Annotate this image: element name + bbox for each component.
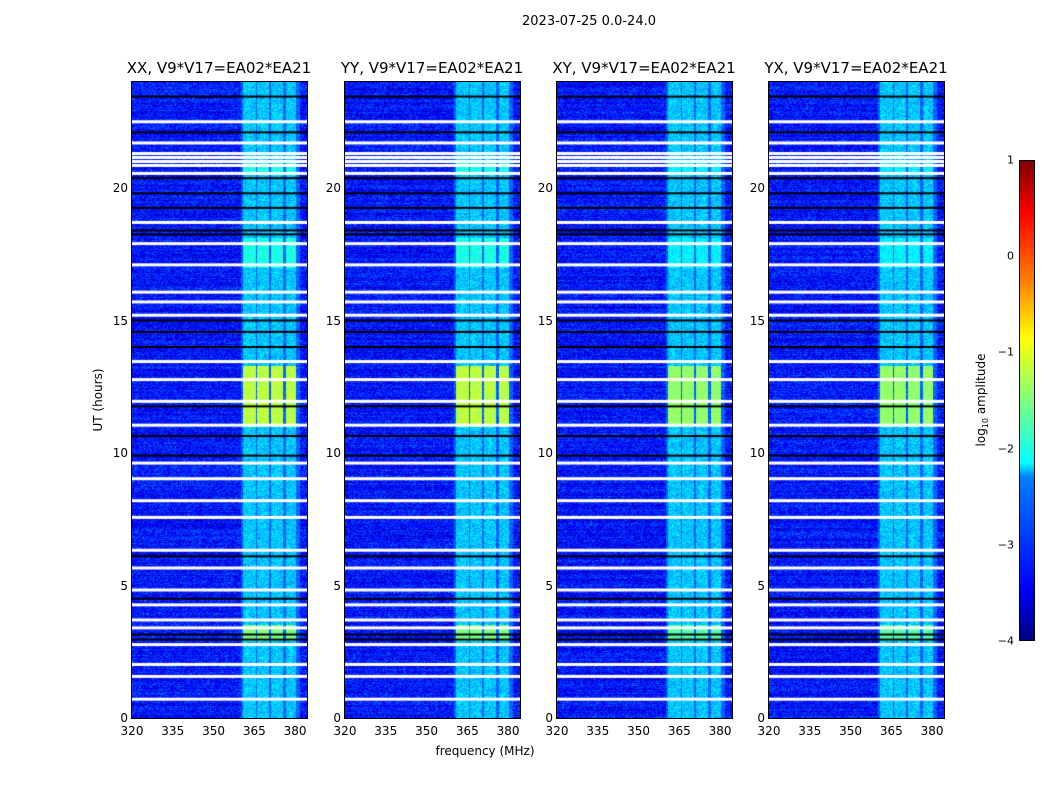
heatmap-panel bbox=[556, 81, 733, 719]
colorbar-tick-label: −4 bbox=[997, 634, 1014, 648]
x-tick-label: 335 bbox=[161, 724, 185, 738]
heatmap-panel bbox=[768, 81, 945, 719]
x-tick-label: 380 bbox=[708, 724, 732, 738]
y-tick-label: 5 bbox=[120, 578, 128, 593]
y-tick-label: 15 bbox=[749, 313, 765, 328]
figure-title: 2023-07-25 0.0-24.0 bbox=[522, 14, 656, 29]
x-tick-label: 350 bbox=[415, 724, 438, 738]
heatmap-cells bbox=[769, 82, 944, 718]
heatmap-cells bbox=[345, 82, 520, 718]
x-tick-label: 365 bbox=[879, 724, 903, 738]
panel-title: XY, V9*V17=EA02*EA21 bbox=[552, 59, 736, 77]
x-tick-label: 335 bbox=[798, 724, 822, 738]
colorbar-tick-label: 0 bbox=[1007, 249, 1014, 263]
x-tick-label: 380 bbox=[920, 724, 944, 738]
y-tick-label: 0 bbox=[757, 711, 765, 725]
y-tick-label: 5 bbox=[545, 578, 553, 593]
x-tick-label: 350 bbox=[627, 724, 650, 738]
colorbar-label: log10 amplitude bbox=[973, 353, 991, 447]
y-tick-label: 20 bbox=[325, 181, 341, 195]
y-tick-label: 0 bbox=[120, 711, 128, 725]
y-tick-label: 20 bbox=[112, 181, 128, 195]
x-tick-label: 320 bbox=[545, 724, 569, 738]
colorbar bbox=[1019, 160, 1035, 641]
heatmap-panel bbox=[131, 81, 308, 719]
y-axis-label: UT (hours) bbox=[91, 368, 105, 432]
x-tick-label: 365 bbox=[455, 724, 479, 738]
heatmap-cells bbox=[132, 82, 307, 718]
y-tick-label: 5 bbox=[333, 578, 341, 593]
y-tick-label: 15 bbox=[537, 313, 553, 328]
y-tick-label: 10 bbox=[537, 446, 553, 460]
colorbar-tick-label: −1 bbox=[997, 345, 1014, 359]
colorbar-tick-label: −3 bbox=[997, 538, 1014, 552]
panel-title: XX, V9*V17=EA02*EA21 bbox=[126, 59, 312, 77]
heatmap-cells bbox=[557, 82, 732, 718]
y-tick-label: 0 bbox=[545, 711, 553, 725]
colorbar-tick-label: −2 bbox=[997, 442, 1014, 456]
y-tick-label: 20 bbox=[537, 181, 553, 195]
panel-title: YY, V9*V17=EA02*EA21 bbox=[340, 59, 524, 77]
y-tick-label: 5 bbox=[757, 578, 765, 593]
y-tick-label: 0 bbox=[333, 711, 341, 725]
x-tick-label: 350 bbox=[202, 724, 225, 738]
x-tick-label: 335 bbox=[374, 724, 398, 738]
x-tick-label: 380 bbox=[283, 724, 307, 738]
y-tick-label: 10 bbox=[325, 446, 341, 460]
x-axis-label: frequency (MHz) bbox=[435, 744, 535, 758]
y-tick-label: 15 bbox=[112, 313, 128, 328]
heatmap-panel bbox=[344, 81, 521, 719]
x-tick-label: 365 bbox=[667, 724, 691, 738]
panel-title: YX, V9*V17=EA02*EA21 bbox=[764, 59, 948, 77]
x-tick-label: 350 bbox=[839, 724, 862, 738]
y-tick-label: 10 bbox=[112, 446, 128, 460]
y-tick-label: 15 bbox=[325, 313, 341, 328]
y-tick-label: 10 bbox=[749, 446, 765, 460]
y-tick-label: 20 bbox=[749, 181, 765, 195]
x-tick-label: 335 bbox=[586, 724, 610, 738]
x-tick-label: 320 bbox=[333, 724, 357, 738]
x-tick-label: 320 bbox=[120, 724, 144, 738]
x-tick-label: 365 bbox=[242, 724, 266, 738]
x-tick-label: 320 bbox=[757, 724, 781, 738]
x-tick-label: 380 bbox=[496, 724, 520, 738]
colorbar-tick-label: 1 bbox=[1007, 153, 1014, 167]
